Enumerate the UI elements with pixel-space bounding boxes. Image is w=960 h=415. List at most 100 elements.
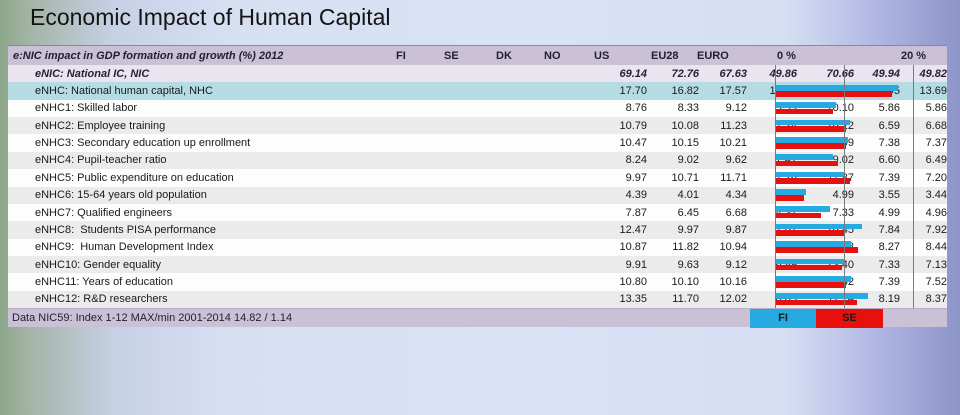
cell-value: 49.86 xyxy=(769,67,797,80)
cell-value: 9.12 xyxy=(725,102,747,115)
cell-value: 5.86 xyxy=(925,102,947,115)
fi-bar xyxy=(776,154,833,160)
cell-value: 9.87 xyxy=(725,223,747,236)
table-row: eNHC9: Human Development Index 10.87 11.82… xyxy=(8,238,947,256)
cell-value: 7.39 xyxy=(878,171,900,184)
cell-value: 4.99 xyxy=(797,189,854,201)
column-headers: FI SE DK NO US EU28 EURO xyxy=(392,50,740,62)
fi-bar xyxy=(776,275,851,282)
column-header-no: NO xyxy=(544,49,561,62)
cell-value: 9.91 xyxy=(625,258,647,271)
cell-value: 3.55 xyxy=(878,189,900,202)
slide-title: Economic Impact of Human Capital xyxy=(30,4,391,30)
fi-bar xyxy=(776,241,851,247)
se-bar xyxy=(776,264,843,271)
cell-value: 8.24 xyxy=(625,154,647,167)
row-label: eNHC12: R&D researchers xyxy=(35,293,168,306)
cell-value: 8.27 xyxy=(878,241,900,254)
cell-value: 10.79 xyxy=(619,119,647,132)
se-bar xyxy=(776,230,845,236)
row-label: eNHC6: 15-64 years old population xyxy=(35,189,207,202)
cell-value: 10.87 xyxy=(619,241,647,254)
axis-label-max: 20 % xyxy=(901,50,927,62)
cell-value: 11.23 xyxy=(720,119,747,132)
cell-value: 49.82 xyxy=(919,67,947,80)
cell-value: 4.34 xyxy=(725,189,747,202)
cell-value: 5.86 xyxy=(878,102,900,115)
cell-value: 7.39 xyxy=(878,275,900,288)
cell-value: 6.68 xyxy=(725,206,747,219)
table-header-row: e:NIC impact in GDP formation and growth… xyxy=(8,45,947,65)
cell-value: 3.44 xyxy=(925,189,947,202)
row-label: eNIC: National IC, NIC xyxy=(35,67,150,80)
cell-value: 7.13 xyxy=(925,258,947,271)
table-row: eNIC: National IC, NIC 69.14 72.76 67.63 49.… xyxy=(8,65,947,83)
fi-bar xyxy=(776,119,851,126)
cell-value: 72.76 xyxy=(671,67,699,80)
fi-bar xyxy=(776,223,863,230)
cell-value: 11.70 xyxy=(672,293,699,306)
column-header-eu28: EU28 xyxy=(651,49,679,62)
cell-value: 49.94 xyxy=(872,67,900,80)
se-bar xyxy=(776,247,858,254)
legend-item-fi: FI xyxy=(750,309,816,328)
cell-value: 10.47 xyxy=(619,137,647,150)
row-label: eNHC10: Gender equality xyxy=(35,258,161,271)
table-row: eNHC10: Gender equality9.919.639.126.891… xyxy=(8,255,947,274)
cell-value: 10.71 xyxy=(671,171,699,184)
fi-bar xyxy=(776,102,837,108)
row-label: eNHC3: Secondary education up enrollment xyxy=(35,137,251,150)
se-bar xyxy=(776,125,846,132)
row-label: eNHC1: Skilled labor xyxy=(35,102,138,115)
cell-value: 7.37 xyxy=(925,137,947,150)
footer-note: Data NIC59: Index 1-12 MAX/min 2001-2014… xyxy=(12,312,293,324)
cell-value: 10.80 xyxy=(619,275,647,288)
table-row: eNHC8: Students PISA performance 12.47 9.9… xyxy=(8,221,947,239)
chart-axis-20pct xyxy=(913,65,914,308)
se-bar xyxy=(776,143,847,149)
cell-value: 7.52 xyxy=(925,275,947,288)
cell-value: 10.94 xyxy=(719,241,747,254)
cell-value: 8.76 xyxy=(625,102,647,115)
cell-value: 9.02 xyxy=(677,154,699,167)
table-row: eNHC6: 15-64 years old population 4.39 4.0… xyxy=(8,186,947,204)
cell-value: 4.39 xyxy=(625,189,647,202)
table-row: eNHC5: Public expenditure on education 9.… xyxy=(8,169,947,187)
se-bar xyxy=(776,160,839,167)
cell-value: 9.97 xyxy=(625,171,647,184)
se-bar xyxy=(776,108,834,115)
table-footer-row: Data NIC59: Index 1-12 MAX/min 2001-2014… xyxy=(8,308,947,328)
cell-value: 4.96 xyxy=(925,206,947,219)
fi-bar xyxy=(776,84,899,91)
cell-value: 4.99 xyxy=(878,206,900,219)
cell-value: 7.33 xyxy=(797,207,854,219)
se-bar xyxy=(776,91,893,97)
table-row: eNHC2: Employee training10.7910.0811.237… xyxy=(8,117,947,135)
cell-value: 12.02 xyxy=(719,293,747,306)
cell-value: 9.62 xyxy=(725,154,747,167)
fi-bar xyxy=(776,171,845,178)
cell-value: 7.84 xyxy=(878,223,900,236)
se-bar xyxy=(776,282,846,288)
cell-value: 8.44 xyxy=(925,241,947,254)
cell-value: 10.15 xyxy=(671,137,699,150)
cell-value: 10.21 xyxy=(719,137,747,150)
cell-value: 8.37 xyxy=(925,293,947,306)
column-header-se: SE xyxy=(444,49,459,62)
row-label: eNHC5: Public expenditure on education xyxy=(35,171,234,184)
cell-value: 13.69 xyxy=(919,85,947,98)
cell-value: 10.16 xyxy=(719,275,747,288)
cell-value: 9.12 xyxy=(725,258,747,271)
row-label: eNHC: National human capital, NHC xyxy=(35,85,213,98)
cell-value: 11.82 xyxy=(672,241,699,254)
data-table: e:NIC impact in GDP formation and growth… xyxy=(8,45,947,328)
cell-value: 10.08 xyxy=(671,119,699,132)
cell-value: 6.68 xyxy=(925,119,947,132)
cell-value: 6.45 xyxy=(677,206,699,219)
cell-value: 10.10 xyxy=(671,275,699,288)
table-row: eNHC11: Years of education 10.80 10.10 10.1… xyxy=(8,273,947,291)
cell-value: 6.49 xyxy=(925,154,947,167)
fi-bar xyxy=(776,206,831,213)
cell-value: 11.71 xyxy=(720,171,747,184)
